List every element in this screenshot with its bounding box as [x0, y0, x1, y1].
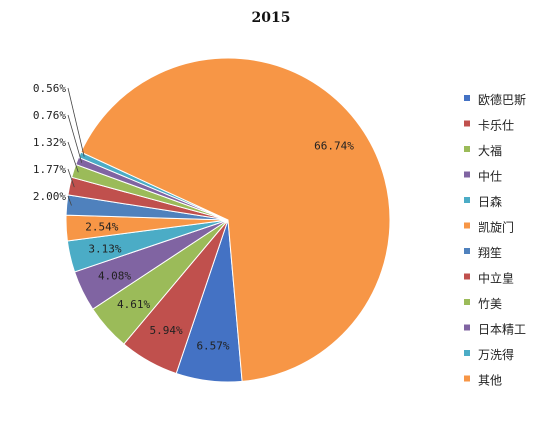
legend-swatch-9: [464, 324, 470, 331]
legend-label-8: 竹美: [478, 297, 502, 311]
legend-swatch-8: [464, 299, 470, 305]
slice-labels: 6.57% 5.94%4.61% 4.08% 3.13% 2.54% 66.74% 2.00…: [33, 82, 354, 353]
legend-label-7: 中立皇: [478, 271, 514, 286]
legend-swatch-4: [464, 197, 470, 203]
legend-label-2: 大福: [478, 143, 502, 158]
legend-swatch-0: [464, 95, 470, 101]
legend-label-10: 万洗得: [478, 347, 514, 362]
slice-11: [80, 57, 391, 382]
slice-label-0: 6.57%: [196, 340, 229, 353]
slice-label-7: 1.77%: [33, 163, 66, 176]
leader-line-9: [67, 114, 83, 163]
legend-swatch-7: [464, 273, 470, 280]
leader-line-6: [67, 195, 72, 206]
slice-label-11: 66.74%: [314, 140, 354, 153]
legend-label-1: 卡乐仕: [478, 119, 514, 133]
slice-label-9: 0.76%: [33, 109, 66, 122]
pie-slices: [65, 57, 391, 383]
legend-label-5: 凯旋门: [478, 220, 514, 235]
slice-label-6: 2.00%: [33, 190, 66, 203]
legend-swatch-2: [464, 146, 470, 152]
slice-label-1: 5.94%: [150, 324, 183, 337]
slice-label-4: 3.13%: [88, 243, 121, 256]
chart-title: 2015: [252, 10, 291, 26]
slice-label-5: 2.54%: [85, 220, 118, 233]
legend-label-3: 中仕: [478, 169, 502, 184]
legend-swatch-11: [464, 375, 470, 382]
legend-label-6: 翔笙: [478, 245, 502, 260]
legend-swatch-6: [464, 248, 470, 254]
slice-label-10: 0.56%: [33, 82, 66, 95]
slice-label-3: 4.08%: [98, 270, 131, 283]
slice-label-8: 1.32%: [33, 136, 66, 149]
legend-label-9: 日本精工: [478, 323, 526, 337]
legend-label-0: 欧德巴斯: [478, 92, 526, 107]
legend-swatch-5: [464, 222, 470, 229]
legend-swatch-1: [464, 120, 470, 127]
legend-swatch-10: [464, 350, 470, 356]
leader-line-7: [67, 168, 75, 188]
leader-line-8: [67, 141, 79, 173]
legend-swatch-3: [464, 171, 470, 178]
leader-line-10: [67, 87, 85, 157]
slice-label-2: 4.61%: [117, 298, 150, 311]
legend-label-11: 其他: [478, 374, 502, 388]
legend-label-4: 日森: [478, 194, 502, 209]
